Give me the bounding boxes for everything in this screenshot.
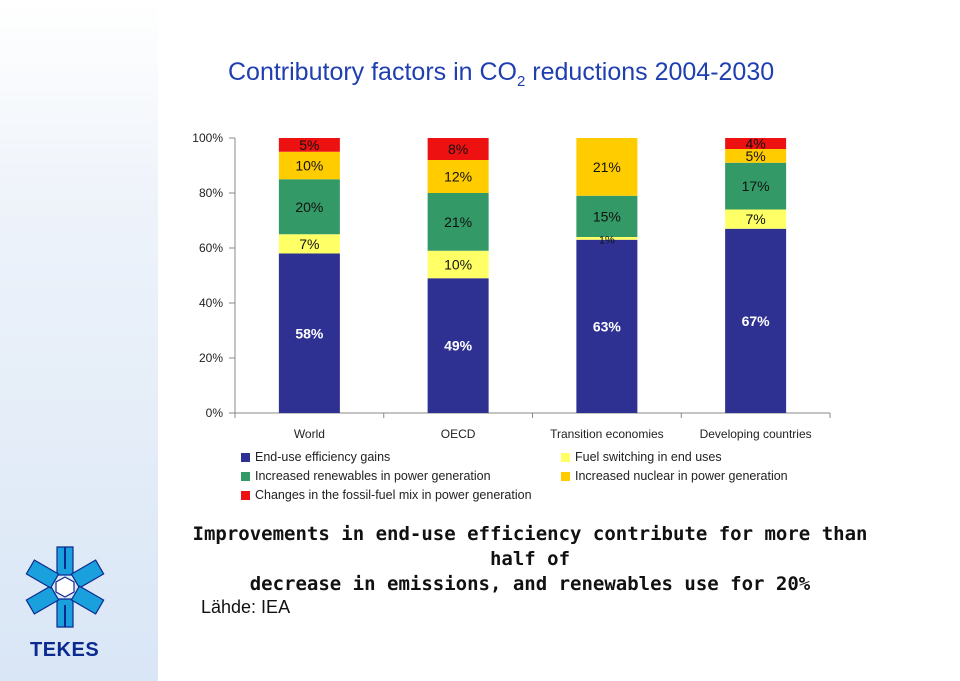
summary-caption: Improvements in end-use efficiency contr… (165, 522, 895, 597)
data-label: 12% (444, 169, 472, 185)
bar-segment (576, 237, 638, 240)
data-label: 67% (742, 313, 771, 329)
bar-segment (576, 195, 638, 237)
bar-segment (725, 162, 787, 210)
category-label: OECD (441, 427, 476, 441)
bar-segment (278, 234, 340, 254)
y-tick-label: 0% (206, 406, 224, 420)
bar-segment (576, 138, 638, 196)
data-label: 15% (593, 208, 621, 224)
caption-line-2: decrease in emissions, and renewables us… (249, 573, 811, 595)
bar-segment (725, 149, 787, 163)
page-title: Contributory factors in CO2 reductions 2… (228, 58, 775, 90)
data-label: 17% (742, 178, 770, 194)
tekes-snowflake-icon (25, 546, 105, 628)
source-note: Lähde: IEA (201, 597, 291, 617)
bar-segment (725, 138, 787, 149)
data-label: 20% (295, 199, 323, 215)
bar-segment (278, 253, 340, 413)
category-label: World (294, 427, 325, 441)
data-label: 10% (444, 257, 472, 273)
y-tick-label: 40% (199, 296, 223, 310)
data-label: 58% (295, 325, 324, 341)
y-tick-label: 100% (192, 131, 223, 145)
data-label: 21% (444, 214, 472, 230)
bar-segment (725, 209, 787, 229)
data-label: 63% (593, 318, 622, 334)
y-tick-label: 60% (199, 241, 223, 255)
data-label: 21% (593, 159, 621, 175)
bar-segment (576, 239, 638, 413)
bar-segment (427, 278, 489, 413)
data-label: 49% (444, 338, 473, 354)
bar-segment (278, 179, 340, 235)
data-label: 1% (599, 234, 615, 246)
y-tick-label: 80% (199, 186, 223, 200)
bar-segment (278, 151, 340, 180)
bar-segment (427, 250, 489, 279)
data-label: 7% (746, 211, 766, 227)
data-label: 8% (448, 141, 468, 157)
caption-line-1: Improvements in end-use efficiency contr… (192, 523, 868, 570)
bar-segment (427, 138, 489, 160)
data-label: 7% (299, 236, 319, 252)
data-label: 10% (295, 158, 323, 174)
data-label: 5% (746, 148, 766, 164)
category-label: Developing countries (700, 427, 812, 441)
category-label: Transition economies (550, 427, 664, 441)
bar-segment (278, 138, 340, 152)
bar-segment (427, 160, 489, 193)
brand-name: TEKES (30, 639, 100, 661)
bar-segment (427, 193, 489, 251)
y-tick-label: 20% (199, 351, 223, 365)
bar-segment (725, 228, 787, 413)
left-gradient-strip (0, 0, 158, 681)
data-label: 4% (746, 136, 766, 152)
data-label: 5% (299, 137, 319, 153)
